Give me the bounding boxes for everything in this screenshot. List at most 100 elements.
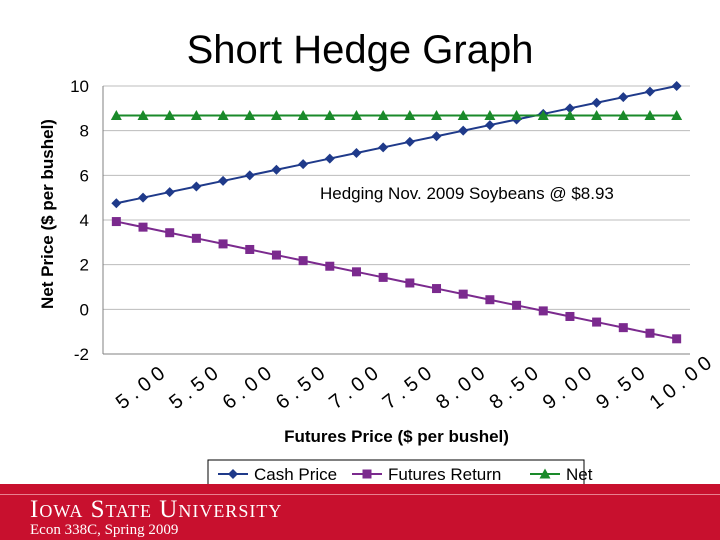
data-point-futures-return: [485, 295, 495, 305]
data-point-futures-return: [298, 256, 308, 266]
data-point-cash-price: [564, 103, 575, 114]
data-point-futures-return: [245, 244, 255, 254]
data-point-cash-price: [111, 198, 122, 209]
data-point-net: [270, 109, 282, 120]
university-wordmark: Iowa State University: [30, 496, 283, 523]
legend-marker-net: [539, 468, 551, 479]
x-tick-label: 8 . 5 0: [485, 362, 542, 414]
data-point-futures-return: [538, 306, 548, 316]
legend-label-net: Net: [566, 465, 593, 484]
data-point-futures-return: [405, 278, 415, 288]
y-tick-label: 2: [80, 256, 89, 275]
y-axis-title: Net Price ($ per bushel): [38, 119, 57, 309]
data-point-cash-price: [431, 131, 442, 142]
x-tick-label: 8 . 0 0: [432, 362, 489, 414]
data-point-cash-price: [324, 153, 335, 164]
data-point-net: [244, 109, 256, 120]
footer-bar: Iowa State University Econ 338C, Spring …: [0, 484, 720, 540]
legend-box: [207, 459, 585, 484]
data-point-net: [217, 109, 229, 120]
data-point-futures-return: [512, 300, 522, 310]
x-axis-title: Futures Price ($ per bushel): [284, 427, 509, 446]
data-point-net: [297, 109, 309, 120]
data-point-cash-price: [191, 181, 202, 192]
data-point-cash-price: [591, 97, 602, 108]
data-point-futures-return: [432, 284, 442, 294]
data-point-futures-return: [351, 267, 361, 277]
data-point-cash-price: [618, 92, 629, 103]
data-point-net: [671, 109, 683, 120]
x-tick-label: 6 . 5 0: [272, 362, 329, 414]
data-point-cash-price: [351, 148, 362, 158]
data-point-futures-return: [672, 334, 682, 344]
series-line-futures-return: [116, 220, 677, 340]
data-point-net: [484, 109, 496, 120]
data-point-cash-price: [164, 187, 175, 198]
data-point-futures-return: [271, 250, 281, 260]
data-point-cash-price: [271, 164, 282, 175]
data-point-cash-price: [218, 175, 229, 186]
data-point-futures-return: [325, 261, 335, 271]
data-point-cash-price: [671, 81, 682, 91]
data-point-futures-return: [218, 239, 228, 249]
x-tick-label: 7 . 5 0: [379, 362, 436, 414]
series-line-cash-price: [116, 85, 677, 205]
y-tick-label: 10: [70, 77, 89, 96]
data-point-net: [377, 109, 389, 120]
data-point-net: [404, 109, 416, 120]
data-point-net: [644, 109, 656, 120]
y-tick-label: 4: [80, 211, 89, 230]
x-tick-label: 5 . 0 0: [112, 362, 169, 414]
data-point-cash-price: [244, 170, 255, 181]
legend-label-cash-price: Cash Price: [254, 465, 337, 484]
x-tick-label: 7 . 0 0: [325, 362, 382, 414]
data-point-net: [324, 109, 336, 120]
data-point-net: [431, 109, 443, 120]
footer-rule: [0, 494, 720, 495]
data-point-cash-price: [484, 120, 495, 131]
data-point-net: [617, 109, 629, 120]
data-point-futures-return: [592, 317, 602, 327]
legend-label-futures-return: Futures Return: [388, 465, 501, 484]
data-point-futures-return: [618, 323, 628, 333]
y-tick-label: 0: [80, 300, 89, 319]
y-tick-label: -2: [74, 345, 89, 364]
data-point-cash-price: [298, 159, 309, 170]
data-point-net: [350, 109, 362, 120]
x-tick-label: 9 . 0 0: [539, 362, 596, 414]
data-point-net: [190, 109, 202, 120]
data-point-futures-return: [165, 228, 175, 238]
data-point-net: [537, 109, 549, 120]
data-point-net: [164, 109, 176, 120]
data-point-net: [110, 109, 122, 120]
data-point-cash-price: [404, 136, 415, 147]
data-point-net: [564, 109, 576, 120]
data-point-net: [137, 109, 149, 120]
data-point-net: [511, 109, 523, 120]
course-label: Econ 338C, Spring 2009: [30, 522, 179, 538]
x-tick-label: 1 0 . 0 0: [646, 352, 717, 414]
data-point-futures-return: [378, 272, 388, 282]
data-point-cash-price: [138, 192, 149, 203]
data-point-cash-price: [378, 142, 389, 153]
hedge-annotation: Hedging Nov. 2009 Soybeans @ $8.93: [320, 184, 614, 203]
data-point-futures-return: [111, 217, 121, 227]
data-point-futures-return: [458, 289, 468, 299]
data-point-futures-return: [565, 311, 575, 321]
data-point-futures-return: [191, 233, 201, 243]
data-point-futures-return: [645, 328, 655, 338]
y-tick-label: 6: [80, 166, 89, 185]
data-point-net: [457, 109, 469, 120]
x-tick-label: 9 . 5 0: [592, 362, 649, 414]
data-point-futures-return: [138, 222, 148, 232]
slide-title: Short Hedge Graph: [186, 28, 534, 72]
legend-marker-futures-return: [362, 469, 372, 479]
x-tick-label: 6 . 0 0: [219, 362, 276, 414]
data-point-cash-price: [644, 86, 655, 97]
data-point-cash-price: [458, 125, 469, 136]
legend-marker-cash-price: [228, 469, 238, 479]
x-tick-label: 5 . 5 0: [165, 362, 222, 414]
y-tick-label: 8: [80, 122, 89, 141]
data-point-net: [591, 109, 603, 120]
